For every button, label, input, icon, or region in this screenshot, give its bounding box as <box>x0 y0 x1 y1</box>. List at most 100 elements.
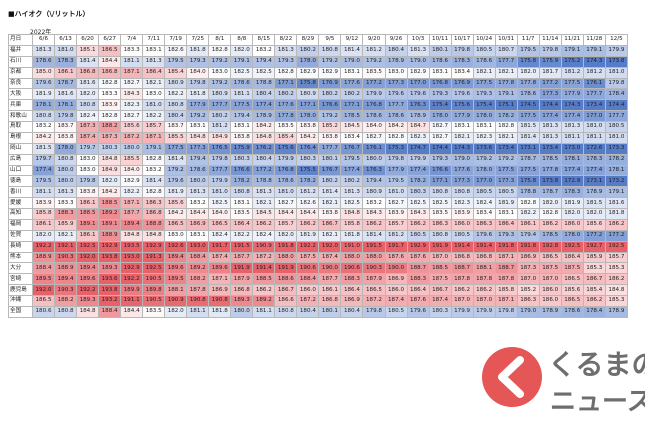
price-cell: 186.2 <box>362 218 386 231</box>
price-cell: 184.0 <box>208 208 232 220</box>
data-row: 長崎 192.2 192.1 192.5 192.9 193.5 192.9 192.6 193… <box>8 240 629 253</box>
price-cell: 191.7 <box>384 240 408 253</box>
price-cell: 183.9 <box>98 99 122 112</box>
price-cell: 191.9 <box>274 262 298 275</box>
price-cell: 183.1 <box>142 44 166 57</box>
price-cell: 182.0 <box>582 208 606 220</box>
price-cell: 191.9 <box>428 240 452 253</box>
price-cell: 186.4 <box>142 66 166 79</box>
price-cell: 186.2 <box>296 218 320 231</box>
price-cell: 178.9 <box>252 110 276 122</box>
price-cell: 182.9 <box>296 66 320 79</box>
price-cell: 178.5 <box>538 229 562 242</box>
price-cell: 181.0 <box>604 131 629 144</box>
price-cell: 181.9 <box>560 197 584 209</box>
price-cell: 181.2 <box>384 229 408 242</box>
price-cell: 187.9 <box>362 273 386 286</box>
price-cell: 179.2 <box>186 110 210 122</box>
price-cell: 183.5 <box>362 66 386 79</box>
price-cell: 183.1 <box>428 66 452 79</box>
price-cell: 175.1 <box>494 99 518 112</box>
price-cell: 186.3 <box>428 218 452 231</box>
price-cell: 181.8 <box>604 208 629 220</box>
price-cell: 191.4 <box>252 262 276 275</box>
price-cell: 179.6 <box>406 88 430 101</box>
price-cell: 184.2 <box>252 121 276 133</box>
price-cell: 184.4 <box>186 208 210 220</box>
price-cell: 193.5 <box>120 240 144 253</box>
price-cell: 179.2 <box>318 110 342 122</box>
price-cell: 185.4 <box>164 66 188 79</box>
date-header: 11/7 <box>516 34 540 46</box>
price-cell: 178.4 <box>604 88 629 101</box>
price-cell: 188.5 <box>428 262 452 275</box>
logo-arrow <box>498 356 524 398</box>
price-cell: 180.8 <box>54 153 78 166</box>
price-cell: 173.4 <box>582 99 606 112</box>
price-cell: 192.5 <box>604 240 629 253</box>
price-cell: 179.2 <box>208 77 232 90</box>
price-cell: 176.4 <box>296 142 320 155</box>
price-cell: 182.2 <box>230 229 254 242</box>
price-cell: 173.8 <box>538 175 562 188</box>
data-row: 山口 177.4 180.0 183.0 184.9 184.0 183.2 179.2 178… <box>8 164 629 177</box>
data-row: 鳥取 183.2 183.7 187.3 188.2 185.6 185.7 183.7 183… <box>8 121 629 133</box>
price-cell: 187.2 <box>362 295 386 307</box>
price-cell: 180.9 <box>208 88 232 101</box>
price-cell: 180.8 <box>76 99 100 112</box>
price-cell: 183.1 <box>494 208 518 220</box>
price-cell: 186.1 <box>76 197 100 209</box>
price-cell: 192.2 <box>76 284 100 296</box>
price-cell: 183.8 <box>54 131 78 144</box>
price-cell: 180.4 <box>164 110 188 122</box>
price-cell: 173.1 <box>516 142 540 155</box>
price-cell: 180.4 <box>252 88 276 101</box>
price-cell: 183.1 <box>340 66 364 79</box>
price-cell: 178.2 <box>494 110 518 122</box>
price-cell: 179.8 <box>208 153 232 166</box>
region-name: 愛媛 <box>8 197 33 209</box>
price-cell: 182.0 <box>164 305 188 319</box>
price-cell: 187.7 <box>318 273 342 286</box>
price-cell: 186.1 <box>318 284 342 296</box>
price-cell: 182.6 <box>296 197 320 209</box>
price-cell: 178.0 <box>296 110 320 122</box>
price-cell: 183.2 <box>362 197 386 209</box>
region-name: 和歌山 <box>8 110 33 122</box>
price-cell: 178.2 <box>296 175 320 188</box>
price-cell: 187.1 <box>120 197 144 209</box>
price-cell: 182.5 <box>252 66 276 79</box>
price-cell: 177.7 <box>384 99 408 112</box>
price-cell: 181.3 <box>252 186 276 199</box>
price-cell: 188.9 <box>54 262 78 275</box>
price-cell: 187.8 <box>450 273 474 286</box>
price-cell: 181.3 <box>274 44 298 57</box>
price-cell: 187.3 <box>76 121 100 133</box>
price-cell: 179.4 <box>230 110 254 122</box>
price-cell: 180.5 <box>450 229 474 242</box>
price-cell: 182.8 <box>516 197 540 209</box>
price-cell: 184.2 <box>384 121 408 133</box>
price-cell: 181.3 <box>54 186 78 199</box>
price-cell: 178.1 <box>560 153 584 166</box>
price-cell: 185.6 <box>164 197 188 209</box>
price-cell: 177.7 <box>582 88 606 101</box>
price-cell: 177.4 <box>252 99 276 112</box>
date-header: 7/25 <box>186 34 210 46</box>
price-cell: 179.1 <box>560 44 584 57</box>
price-cell: 179.8 <box>76 175 100 188</box>
price-cell: 180.8 <box>450 186 474 199</box>
price-cell: 180.4 <box>296 305 320 319</box>
price-cell: 177.4 <box>582 164 606 177</box>
price-cell: 189.6 <box>76 273 100 286</box>
price-cell: 186.3 <box>142 197 166 209</box>
price-cell: 182.1 <box>450 131 474 144</box>
price-cell: 182.1 <box>54 229 78 242</box>
price-cell: 184.2 <box>98 186 122 199</box>
region-name: 山口 <box>8 164 33 177</box>
price-cell: 180.3 <box>230 153 254 166</box>
price-cell: 179.9 <box>604 44 629 57</box>
region-name: 高知 <box>8 208 33 220</box>
data-row: 徳島 179.5 180.0 179.8 182.0 182.9 181.4 179.6 180… <box>8 175 629 188</box>
price-cell: 183.8 <box>230 131 254 144</box>
